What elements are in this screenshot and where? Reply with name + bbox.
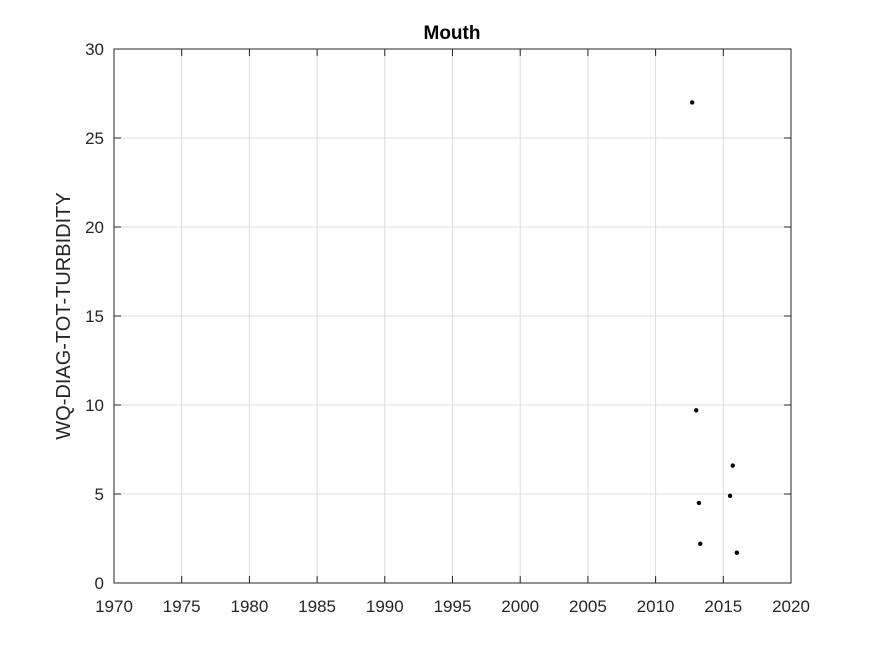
x-tick-label: 1980 [230, 597, 268, 616]
y-axis-label: WQ-DIAG-TOT-TURBIDITY [53, 192, 75, 439]
data-point [727, 493, 733, 498]
y-tick-label: 0 [95, 574, 104, 593]
y-tick-label: 30 [85, 40, 104, 59]
x-tick-label: 1995 [434, 597, 472, 616]
x-tick-label: 2005 [569, 597, 607, 616]
x-tick-label: 1975 [163, 597, 201, 616]
y-tick-labels: 0 5 10 15 20 25 30 [85, 40, 104, 593]
x-tick-label: 2020 [772, 597, 810, 616]
data-point [694, 408, 699, 413]
y-tick-label: 15 [85, 307, 104, 326]
chart-title: Mouth [424, 23, 481, 44]
data-points [689, 100, 740, 555]
x-tick-label: 2000 [501, 597, 539, 616]
data-point [689, 100, 695, 105]
x-tick-labels: 1970 1975 1980 1985 1990 1995 2000 2005 2010 2015… [95, 597, 810, 616]
axis-ticks [113, 48, 792, 584]
grid-lines [114, 49, 791, 583]
data-point [696, 500, 702, 506]
x-tick-label: 1990 [366, 597, 404, 616]
y-tick-label: 5 [95, 485, 104, 504]
y-tick-label: 25 [85, 129, 104, 148]
x-tick-label: 2015 [704, 597, 742, 616]
data-point [698, 541, 703, 547]
x-tick-label: 1985 [298, 597, 336, 616]
x-tick-label: 2010 [637, 597, 675, 616]
data-point [734, 550, 740, 555]
y-tick-label: 10 [85, 396, 104, 415]
data-point [730, 463, 735, 468]
x-tick-label: 1970 [95, 597, 133, 616]
y-tick-label: 20 [85, 218, 104, 237]
